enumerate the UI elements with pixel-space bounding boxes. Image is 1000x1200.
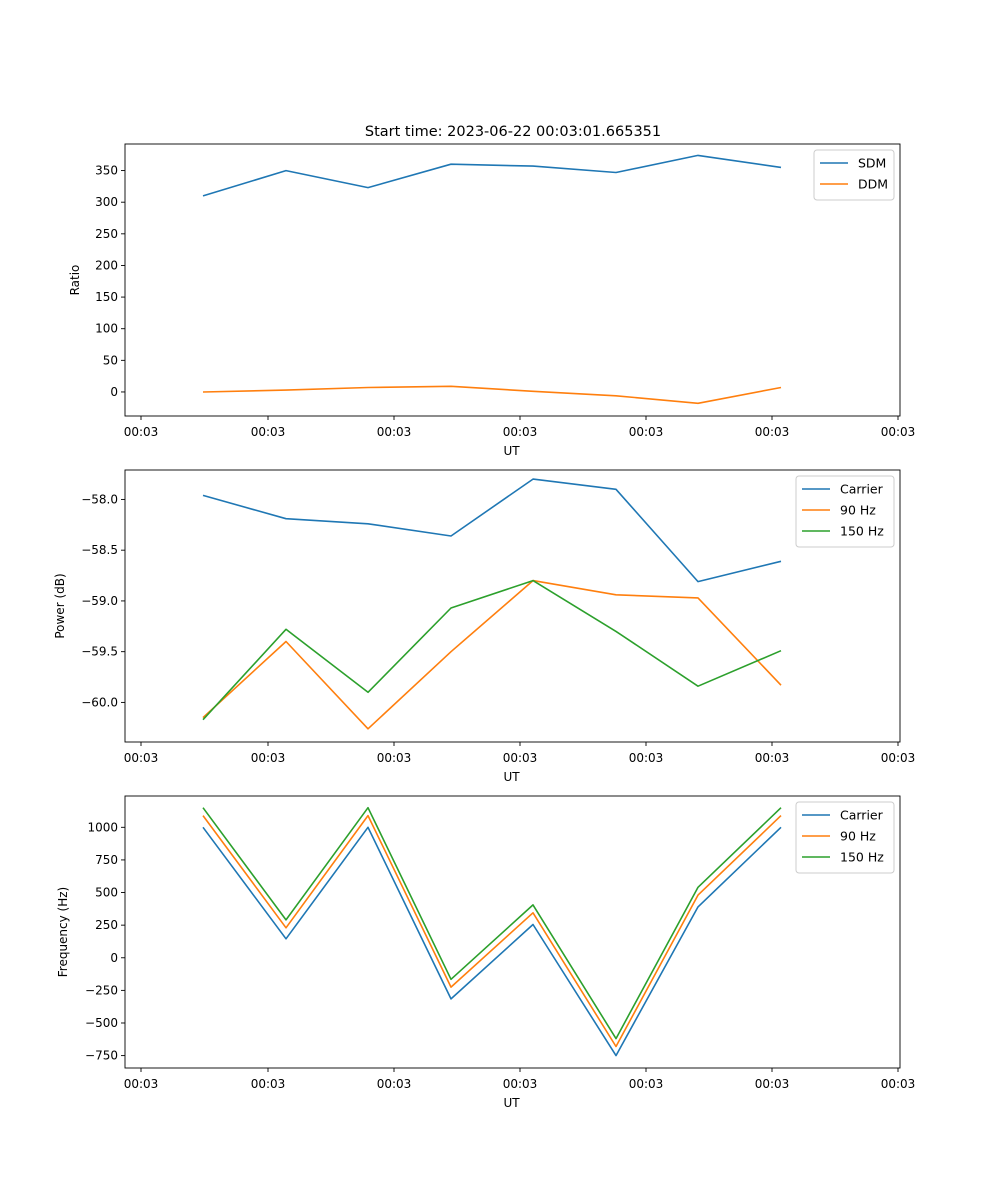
x-tick-label: 00:03 bbox=[503, 751, 538, 765]
series-line-ddm bbox=[202, 385, 782, 405]
legend-label: 90 Hz bbox=[840, 503, 876, 518]
y-tick-label: 0 bbox=[110, 385, 118, 399]
legend-label: Carrier bbox=[840, 482, 884, 497]
y-tick-label: 750 bbox=[95, 853, 118, 867]
series-line-carrier bbox=[202, 478, 782, 583]
y-tick-label: −59.5 bbox=[81, 645, 118, 659]
y-axis-label: Frequency (Hz) bbox=[56, 887, 70, 978]
x-tick-label: 00:03 bbox=[124, 1077, 159, 1091]
x-tick-label: 00:03 bbox=[377, 1077, 412, 1091]
series-line-150-hz bbox=[202, 806, 782, 1040]
chart-panel-1: 00:03 00:03 00:03 00:03 00:03 00:03 00:03 0 50 10… bbox=[68, 143, 916, 458]
y-tick-label: 150 bbox=[95, 290, 118, 304]
y-tick-label: 0 bbox=[110, 951, 118, 965]
legend-label: Carrier bbox=[840, 808, 884, 823]
legend-label: DDM bbox=[858, 177, 888, 192]
y-tick-label: 50 bbox=[103, 353, 118, 367]
legend: Carrier 90 Hz 150 Hz bbox=[795, 475, 895, 548]
x-tick-label: 00:03 bbox=[124, 751, 159, 765]
y-tick-label: −58.0 bbox=[81, 492, 118, 506]
chart-panel-2: 00:03 00:03 00:03 00:03 00:03 00:03 00:03 −60.0… bbox=[53, 469, 916, 784]
series-line-90-hz bbox=[202, 814, 782, 1048]
legend-label: 90 Hz bbox=[840, 829, 876, 844]
y-tick-label: 200 bbox=[95, 258, 118, 272]
figure-title: Start time: 2023-06-22 00:03:01.665351 bbox=[365, 124, 661, 140]
y-tick-label: −750 bbox=[85, 1049, 118, 1063]
x-tick-label: 00:03 bbox=[629, 751, 664, 765]
x-axis-label: UT bbox=[503, 770, 520, 784]
x-tick-label: 00:03 bbox=[251, 425, 286, 439]
y-tick-label: 300 bbox=[95, 195, 118, 209]
x-tick-label: 00:03 bbox=[377, 751, 412, 765]
chart-panel-3: 00:03 00:03 00:03 00:03 00:03 00:03 00:03 −750 −… bbox=[56, 795, 916, 1110]
y-tick-label: −500 bbox=[85, 1016, 118, 1030]
legend: SDM DDM bbox=[813, 149, 895, 201]
x-tick-label: 00:03 bbox=[503, 425, 538, 439]
legend-label: 150 Hz bbox=[840, 850, 884, 865]
plot-frame bbox=[124, 469, 901, 743]
legend: Carrier 90 Hz 150 Hz bbox=[795, 801, 895, 874]
x-tick-label: 00:03 bbox=[881, 425, 916, 439]
series-line-sdm bbox=[202, 154, 782, 197]
y-tick-label: 100 bbox=[95, 322, 118, 336]
legend-box bbox=[795, 475, 895, 548]
series-line-carrier bbox=[202, 826, 782, 1057]
x-tick-label: 00:03 bbox=[755, 1077, 790, 1091]
y-tick-label: 250 bbox=[95, 918, 118, 932]
x-tick-label: 00:03 bbox=[755, 425, 790, 439]
x-tick-label: 00:03 bbox=[881, 1077, 916, 1091]
y-tick-label: −59.0 bbox=[81, 594, 118, 608]
x-tick-label: 00:03 bbox=[377, 425, 412, 439]
series-line-90-hz bbox=[202, 579, 782, 730]
legend-box bbox=[795, 801, 895, 874]
y-axis-label: Power (dB) bbox=[53, 573, 67, 638]
x-tick-label: 00:03 bbox=[629, 1077, 664, 1091]
x-tick-label: 00:03 bbox=[124, 425, 159, 439]
legend-label: SDM bbox=[858, 156, 886, 171]
y-tick-label: −58.5 bbox=[81, 543, 118, 557]
y-tick-label: 500 bbox=[95, 886, 118, 900]
y-tick-label: 1000 bbox=[87, 820, 118, 834]
x-tick-label: 00:03 bbox=[755, 751, 790, 765]
plot-frame bbox=[124, 795, 901, 1069]
plot-frame bbox=[124, 143, 901, 417]
y-tick-label: −60.0 bbox=[81, 695, 118, 709]
x-axis-label: UT bbox=[503, 444, 520, 458]
y-tick-label: 250 bbox=[95, 227, 118, 241]
legend-label: 150 Hz bbox=[840, 524, 884, 539]
y-tick-label: −250 bbox=[85, 983, 118, 997]
x-tick-label: 00:03 bbox=[629, 425, 664, 439]
y-axis-label: Ratio bbox=[68, 265, 82, 296]
x-tick-label: 00:03 bbox=[251, 1077, 286, 1091]
y-tick-label: 350 bbox=[95, 164, 118, 178]
x-tick-label: 00:03 bbox=[251, 751, 286, 765]
x-axis-label: UT bbox=[503, 1096, 520, 1110]
x-tick-label: 00:03 bbox=[881, 751, 916, 765]
series-line-150-hz bbox=[202, 579, 782, 721]
x-tick-label: 00:03 bbox=[503, 1077, 538, 1091]
